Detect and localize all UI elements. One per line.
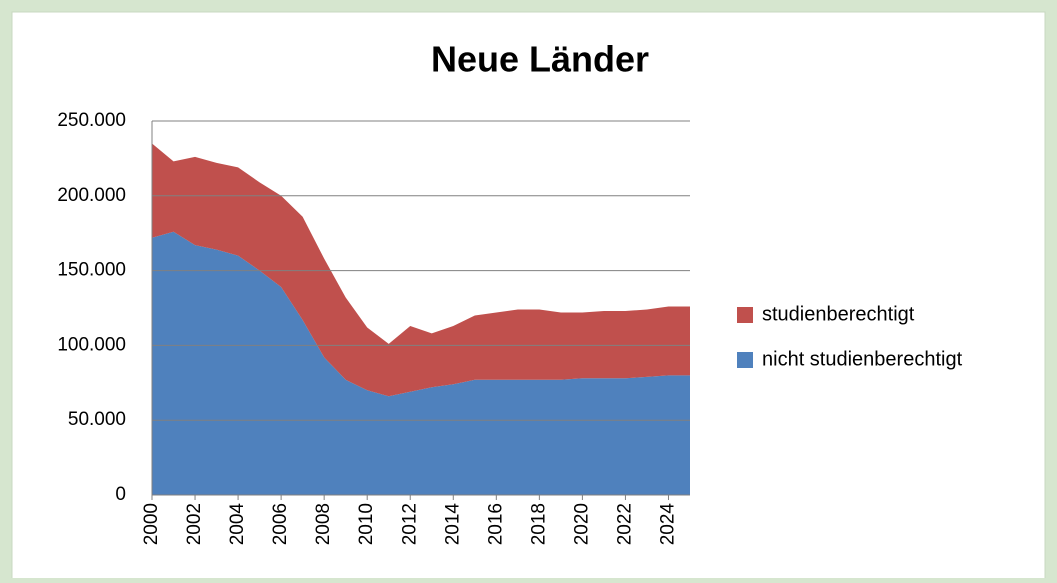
y-tick-label: 50.000 (68, 409, 126, 430)
y-tick-label: 0 (115, 484, 126, 505)
x-tick-label: 2020 (571, 503, 592, 545)
x-tick-label: 2018 (528, 503, 549, 545)
x-tick-label: 2012 (399, 503, 420, 545)
x-tick-label: 2000 (141, 503, 162, 545)
x-tick-label: 2004 (227, 503, 248, 546)
legend-swatch (737, 352, 753, 368)
y-tick-label: 200.000 (57, 185, 126, 206)
y-tick-label: 250.000 (57, 110, 126, 131)
y-tick-label: 150.000 (57, 260, 126, 281)
legend-label: studienberechtigt (762, 303, 915, 325)
x-tick-label: 2010 (356, 503, 377, 545)
y-tick-label: 100.000 (57, 334, 126, 355)
area (152, 231, 690, 496)
x-tick-label: 2002 (184, 503, 205, 545)
x-tick-label: 2006 (270, 503, 291, 545)
x-tick-label: 2024 (657, 503, 678, 546)
x-tick-label: 2016 (485, 503, 506, 545)
x-tick-label: 2008 (313, 503, 334, 545)
legend-swatch (737, 307, 753, 323)
area (152, 143, 690, 397)
chart-title: Neue Länder (431, 39, 649, 80)
x-tick-label: 2022 (614, 503, 635, 545)
legend-label: nicht studienberechtigt (762, 348, 963, 370)
x-tick-label: 2014 (442, 503, 463, 546)
